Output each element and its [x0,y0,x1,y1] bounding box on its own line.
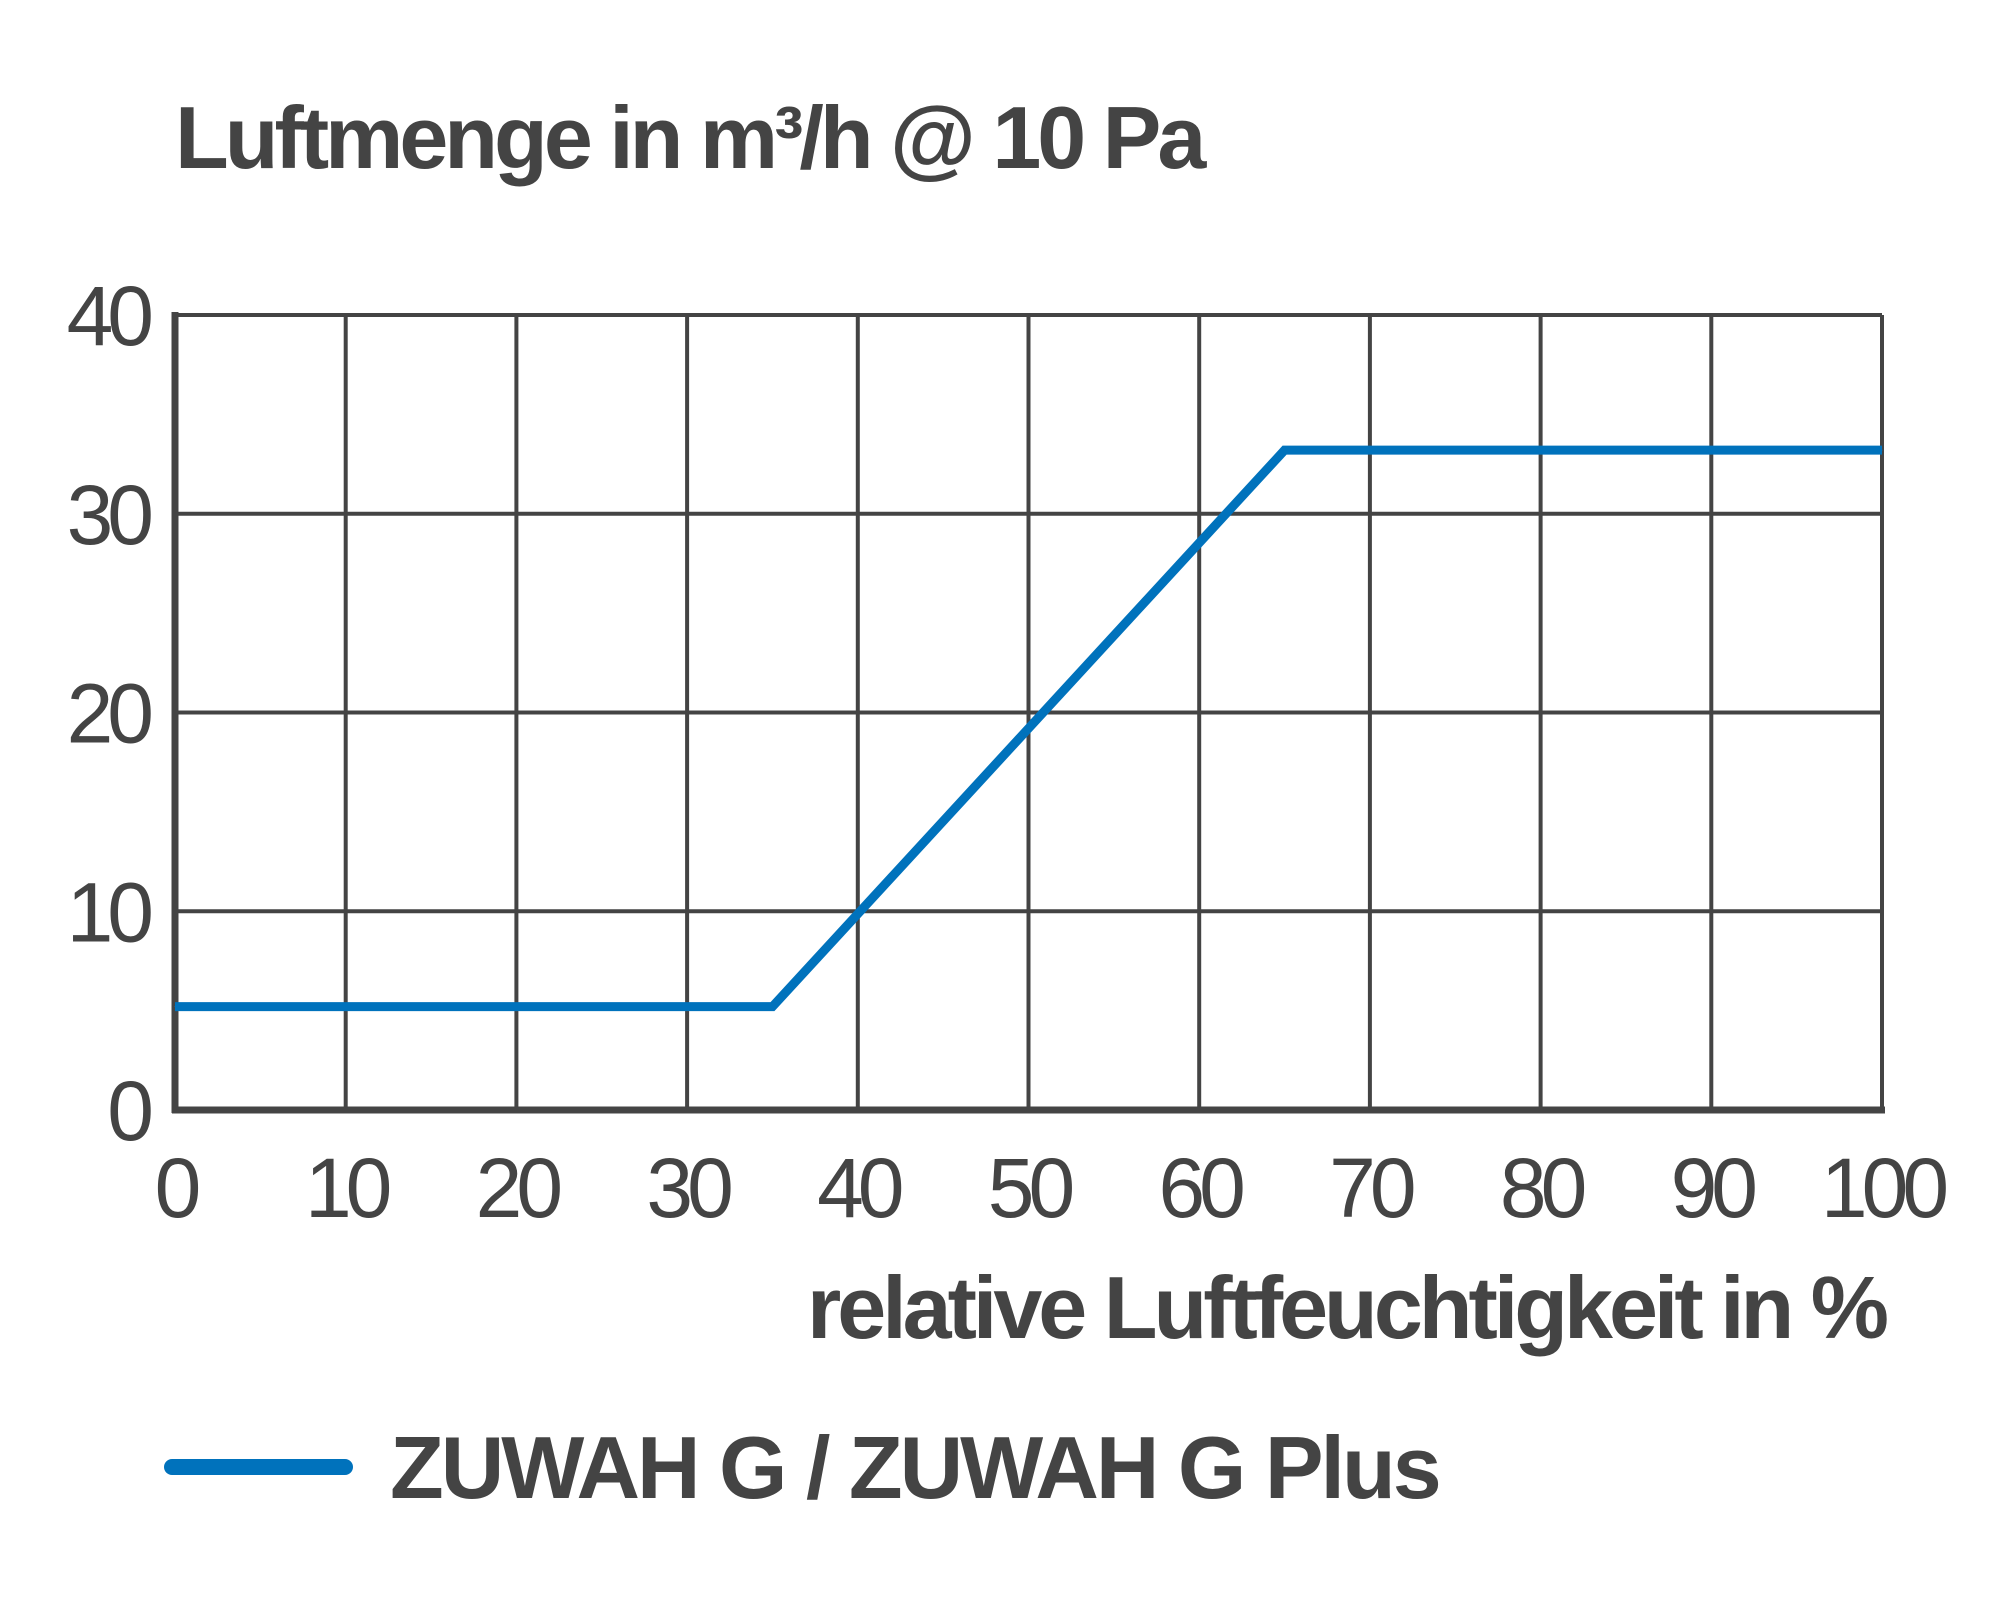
data-point [1284,449,1286,451]
y-tick-label: 30 [67,468,152,562]
x-tick-label: 20 [476,1141,561,1235]
x-tick-label: 0 [155,1141,199,1235]
y-tick-label: 40 [67,269,152,363]
data-point [174,1006,176,1008]
x-tick-label: 90 [1671,1141,1756,1235]
legend-label: ZUWAH G / ZUWAH G Plus [390,1418,1439,1517]
x-tick-label: 100 [1821,1141,1946,1235]
legend: ZUWAH G / ZUWAH G Plus [164,1418,1442,1517]
x-tick-label: 70 [1329,1141,1414,1235]
y-tick-label: 0 [107,1064,151,1158]
y-tick-label: 20 [67,667,152,761]
x-axis-label: relative Luftfeuchtigkeit in % [807,1258,1887,1357]
chart-title: Luftmenge in m³/h @ 10 Pa [175,88,1207,187]
series-layer [174,445,1883,1012]
x-tick-label: 60 [1158,1141,1243,1235]
x-tick-label: 50 [988,1141,1073,1235]
x-tick-label: 30 [646,1141,731,1235]
y-tick-label: 10 [67,865,152,959]
tick-labels: 0 10 20 30 40 50 60 70 80 90 100 0 10 20 30 40 [67,269,1953,1235]
data-point [1881,449,1883,451]
data-point [771,1006,773,1008]
x-tick-label: 80 [1500,1141,1585,1235]
x-tick-label: 10 [305,1141,390,1235]
grid [171,312,1885,1114]
series-line [175,445,1882,1012]
x-tick-label: 40 [817,1141,902,1235]
